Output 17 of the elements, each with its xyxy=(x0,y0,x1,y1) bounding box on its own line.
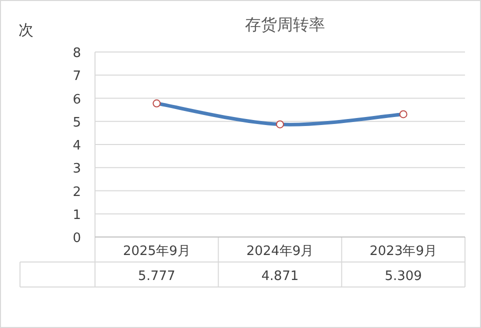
y-tick-label: 5 xyxy=(72,115,81,130)
x-tick-label: 2024年9月 xyxy=(246,244,314,259)
y-tick-label: 8 xyxy=(72,46,81,61)
x-tick-label: 2023年9月 xyxy=(370,244,438,259)
y-tick-label: 7 xyxy=(72,69,81,84)
data-label: 5.309 xyxy=(384,269,422,284)
y-tick-label: 4 xyxy=(72,138,81,154)
data-label: 4.871 xyxy=(261,269,299,284)
x-tick-label: 2025年9月 xyxy=(122,244,190,259)
y-tick-label: 3 xyxy=(72,162,81,177)
y-tick-label: 1 xyxy=(72,208,81,223)
y-tick-label: 6 xyxy=(72,92,81,108)
y-tick-label: 2 xyxy=(72,184,81,200)
data-label: 5.777 xyxy=(138,269,176,284)
y-axis-title: 次 xyxy=(18,21,34,39)
y-tick-label: 0 xyxy=(72,231,81,246)
chart-title: 存货周转率 xyxy=(245,15,325,34)
